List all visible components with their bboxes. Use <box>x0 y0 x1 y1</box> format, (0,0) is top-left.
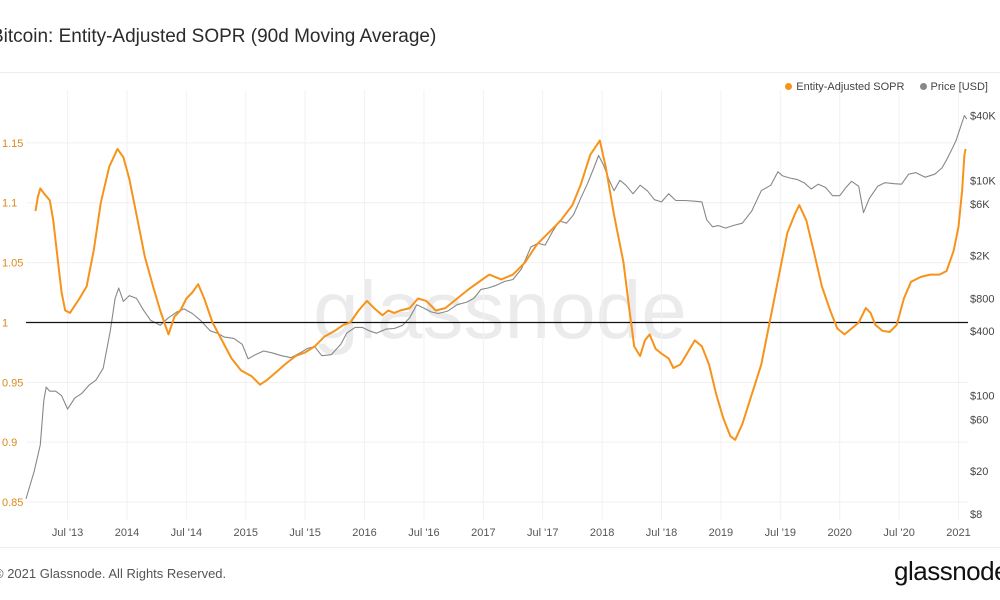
chart-title: Bitcoin: Entity-Adjusted SOPR (90d Movin… <box>0 26 437 47</box>
y-right-tick-label: $60 <box>970 415 988 427</box>
y-right-tick-label: $10K <box>970 175 996 187</box>
x-tick-label: Jul '16 <box>408 527 439 539</box>
footer-divider <box>0 547 1000 548</box>
y-right-tick-label: $100 <box>970 391 994 403</box>
x-tick-label: Jul '17 <box>527 527 558 539</box>
x-tick-label: 2021 <box>946 527 970 539</box>
y-left-tick-label: 1 <box>2 317 8 329</box>
sopr-series-line <box>34 139 967 441</box>
y-right-tick-label: $8 <box>970 509 982 521</box>
y-left-tick-label: 1.1 <box>2 198 17 210</box>
y-right-tick-label: $800 <box>970 293 994 305</box>
x-tick-label: Jul '15 <box>289 527 320 539</box>
x-tick-label: Jul '20 <box>883 527 914 539</box>
x-tick-label: 2020 <box>827 527 851 539</box>
y-left-tick-label: 0.95 <box>2 377 23 389</box>
y-left-tick-label: 1.15 <box>2 138 23 150</box>
legend-item-price[interactable]: Price [USD] <box>919 81 988 93</box>
y-right-tick-label: $20 <box>970 466 988 478</box>
price-series-line <box>25 114 968 500</box>
legend-label-sopr: Entity-Adjusted SOPR <box>796 81 905 93</box>
y-right-tick-label: $400 <box>970 326 994 338</box>
y-right-tick-label: $2K <box>970 251 990 263</box>
legend-item-sopr[interactable]: Entity-Adjusted SOPR <box>785 81 904 93</box>
y-left-tick-label: 1.05 <box>2 258 23 270</box>
y-left-tick-label: 0.85 <box>2 497 23 509</box>
legend-swatch-sopr <box>785 82 793 90</box>
x-tick-label: 2017 <box>471 527 495 539</box>
x-tick-label: 2014 <box>115 527 139 539</box>
copyright-text: © 2021 Glassnode. All Rights Reserved. <box>0 566 227 581</box>
legend: Entity-Adjusted SOPR Price [USD] <box>773 81 988 93</box>
x-tick-label: Jul '18 <box>646 527 677 539</box>
x-tick-label: Jul '19 <box>765 527 796 539</box>
x-tick-label: Jul '13 <box>52 527 83 539</box>
x-tick-label: 2015 <box>234 527 258 539</box>
x-tick-label: 2016 <box>352 527 376 539</box>
brand-logo: glassnode <box>894 556 1000 586</box>
x-tick-label: Jul '14 <box>171 527 202 539</box>
x-tick-label: 2018 <box>590 527 614 539</box>
y-right-tick-label: $6K <box>970 199 990 211</box>
header-divider <box>0 72 1000 73</box>
y-left-tick-label: 0.9 <box>2 437 17 449</box>
y-right-tick-label: $40K <box>970 110 996 122</box>
x-tick-label: 2019 <box>709 527 733 539</box>
legend-label-price: Price [USD] <box>930 81 988 93</box>
legend-swatch-price <box>919 82 927 90</box>
